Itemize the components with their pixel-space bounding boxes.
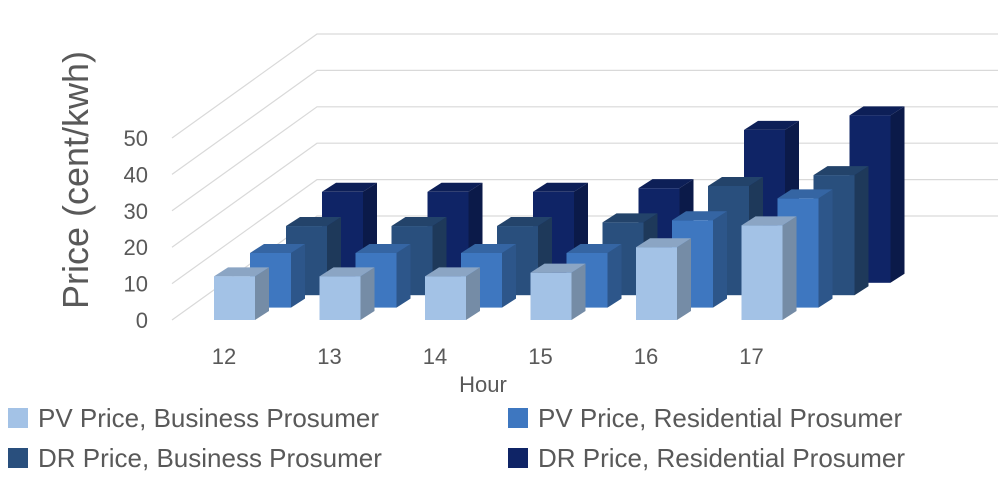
y-axis-label: Price (cent/kwh) xyxy=(55,51,96,309)
bar-side xyxy=(854,166,869,296)
bar-top xyxy=(530,263,586,273)
bar-top xyxy=(250,244,305,253)
bar-side xyxy=(818,189,833,308)
legend-item[interactable]: PV Price, Business Prosumer xyxy=(8,398,508,438)
bar-top xyxy=(672,211,727,221)
gridline xyxy=(171,33,998,139)
bar-top xyxy=(322,182,377,192)
bar-top xyxy=(214,267,269,277)
bar xyxy=(636,238,691,320)
legend: PV Price, Business Prosumer PV Price, Re… xyxy=(8,398,993,480)
legend-item[interactable]: PV Price, Residential Prosumer xyxy=(508,398,993,438)
bar-side xyxy=(607,244,622,308)
y-tick-label: 20 xyxy=(124,235,148,260)
bar-side xyxy=(360,267,375,320)
bar-side xyxy=(291,244,305,308)
bar-top xyxy=(741,216,797,226)
bar-side xyxy=(255,267,269,320)
bar-top xyxy=(286,217,341,227)
bar-side xyxy=(890,106,905,283)
legend-item[interactable]: DR Price, Residential Prosumer xyxy=(508,438,993,478)
x-tick-label: 12 xyxy=(212,344,236,369)
bar-top xyxy=(497,217,552,227)
legend-item[interactable]: DR Price, Business Prosumer xyxy=(8,438,508,478)
bar-top xyxy=(777,189,833,199)
x-tick-label: 14 xyxy=(423,344,447,369)
bar-front xyxy=(530,272,572,320)
bar-top xyxy=(391,217,447,227)
bar-side xyxy=(571,263,586,320)
bar-top xyxy=(708,177,763,186)
bar-top xyxy=(533,182,588,192)
bar-front xyxy=(319,276,361,320)
bar-top xyxy=(813,166,869,176)
bar-top xyxy=(427,182,483,192)
y-tick-label: 50 xyxy=(124,126,148,151)
y-tick-label: 0 xyxy=(136,308,148,333)
y-tick-labels: 0 10 20 30 40 50 xyxy=(124,126,148,333)
x-tick-label: 13 xyxy=(317,344,341,369)
bar-side xyxy=(396,244,411,308)
x-tick-label: 16 xyxy=(634,344,658,369)
bars xyxy=(214,106,905,320)
bar-side xyxy=(466,267,480,320)
y-tick-label: 30 xyxy=(124,199,148,224)
bar-front xyxy=(741,225,783,320)
bar-side xyxy=(713,211,727,308)
bar-top xyxy=(744,120,799,130)
legend-swatch xyxy=(8,408,28,428)
bar xyxy=(319,267,375,320)
bar-top xyxy=(319,267,375,277)
bar xyxy=(741,216,797,320)
y-tick-label: 10 xyxy=(124,272,148,297)
gridline xyxy=(171,69,998,175)
x-tick-label: 17 xyxy=(739,344,763,369)
bar-top xyxy=(849,106,905,116)
bar xyxy=(530,263,586,320)
bar-top xyxy=(355,244,411,253)
x-tick-label: 15 xyxy=(528,344,552,369)
bar-front xyxy=(214,276,255,320)
bar xyxy=(425,267,480,320)
legend-label: PV Price, Residential Prosumer xyxy=(538,402,903,433)
bar-top xyxy=(461,244,516,253)
bar-top xyxy=(602,213,658,223)
legend-swatch xyxy=(508,408,528,428)
legend-label: DR Price, Business Prosumer xyxy=(38,442,382,473)
gridline xyxy=(171,142,998,248)
legend-swatch xyxy=(8,448,28,468)
bar-top xyxy=(638,179,694,189)
bar-side xyxy=(782,216,797,320)
gridline xyxy=(171,106,998,212)
bar-front xyxy=(425,276,466,320)
bar-side xyxy=(677,238,691,320)
bar-front xyxy=(636,247,677,320)
legend-label: PV Price, Business Prosumer xyxy=(38,402,380,433)
bar-top xyxy=(425,267,480,277)
bar-top xyxy=(566,244,622,253)
legend-swatch xyxy=(508,448,528,468)
bar-side xyxy=(502,244,516,308)
y-tick-label: 40 xyxy=(124,162,148,187)
x-axis-label: Hour xyxy=(459,372,507,397)
legend-label: DR Price, Residential Prosumer xyxy=(538,442,906,473)
bar xyxy=(214,267,269,320)
x-tick-labels: 12 13 14 15 16 17 xyxy=(212,344,764,369)
bar-top xyxy=(636,238,691,248)
